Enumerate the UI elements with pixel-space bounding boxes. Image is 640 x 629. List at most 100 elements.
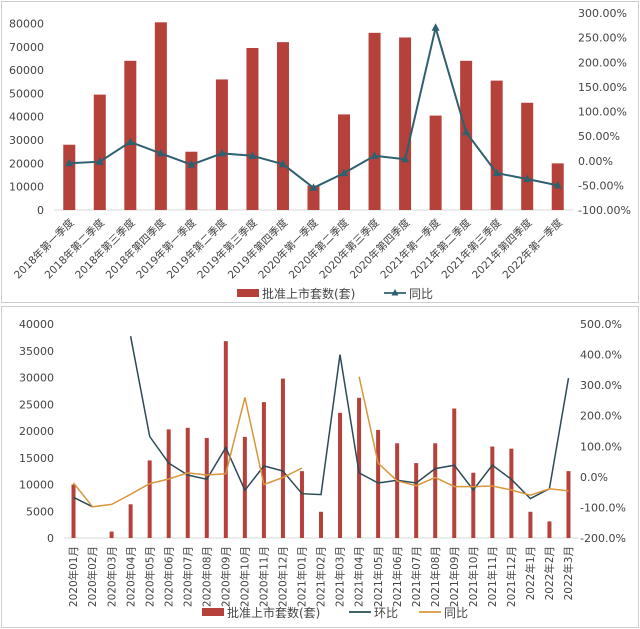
bar — [128, 504, 133, 538]
left-axis-tick-label: 25000 — [19, 398, 54, 411]
bar — [357, 397, 362, 538]
line-series-1 — [72, 376, 569, 508]
bar — [399, 37, 412, 210]
right-axis-tick-label: 400.0% — [580, 349, 622, 362]
line-point-marker — [553, 180, 562, 189]
right-axis-tick-label: -200.0% — [580, 532, 626, 545]
category-label: 2020年12月 — [277, 546, 290, 607]
left-axis-tick-label: 60000 — [9, 64, 44, 77]
left-axis-tick-label: 35000 — [19, 345, 54, 358]
bar — [71, 484, 76, 538]
bar — [395, 443, 400, 538]
right-axis-tick-label: 150.00% — [578, 81, 627, 94]
category-label: 2021年06月 — [391, 546, 404, 607]
category-label: 2022年1月 — [524, 546, 537, 600]
legend-line-label: 同比 — [409, 287, 433, 301]
bar — [414, 463, 419, 538]
line-point-marker — [370, 151, 379, 159]
category-label: 2021年01月 — [296, 546, 309, 607]
legend-bar-swatch — [237, 289, 259, 297]
line-point-marker — [431, 23, 440, 31]
left-axis-tick-label: 80000 — [9, 17, 44, 30]
right-axis-tick-label: 300.00% — [578, 7, 627, 20]
category-label: 2021年09月 — [448, 546, 461, 607]
right-axis-tick-label: 200.0% — [580, 410, 622, 423]
right-axis-tick-label: -100.0% — [580, 501, 626, 514]
bar — [280, 378, 285, 538]
line-series-0 — [69, 23, 558, 189]
line-point-marker — [523, 174, 532, 182]
bar — [109, 531, 114, 538]
line-point-marker — [401, 154, 410, 163]
category-label: 2021年12月 — [505, 546, 518, 607]
bar — [319, 511, 323, 538]
line-point-marker — [217, 148, 226, 157]
bar — [204, 437, 209, 538]
bar — [299, 471, 304, 538]
bar — [528, 511, 533, 538]
line-point-marker — [278, 159, 287, 168]
bar — [261, 402, 266, 538]
left-axis-tick-label: 5000 — [26, 505, 54, 518]
category-label: 2021年02月 — [315, 546, 328, 607]
monthly-chart-panel: 0 5000 10000 15000 20000 25000 30000 35000 40000… — [1, 306, 639, 628]
category-label: 2021年08月 — [429, 546, 442, 607]
line-series-0 — [73, 336, 570, 508]
line-point-marker — [248, 151, 257, 159]
bar — [509, 448, 514, 538]
category-label: 2021年05月 — [372, 546, 385, 607]
line-point-marker — [340, 168, 349, 177]
right-axis-tick-label: 200.00% — [578, 56, 627, 69]
bar — [460, 60, 473, 210]
bar — [276, 42, 289, 210]
category-label: 2020年09月 — [219, 546, 232, 607]
right-axis-tick-label: 300.0% — [580, 379, 622, 392]
category-label: 2020年05月 — [143, 546, 156, 607]
legend-bar-label: 批准上市套数(套) — [227, 605, 320, 620]
bar — [223, 341, 228, 538]
bar — [63, 144, 76, 210]
left-axis-tick-label: 0 — [37, 204, 44, 217]
legend-bar-label: 批准上市套数(套) — [262, 286, 355, 301]
right-axis-tick-label: -50.00% — [578, 179, 624, 192]
quarterly-chart: 0 10000 20000 30000 40000 50000 60000 70000 8000… — [9, 7, 631, 301]
left-axis-tick-label: 70000 — [9, 41, 44, 54]
right-axis-tick-label: 0.0% — [580, 471, 608, 484]
line-point-marker — [65, 158, 74, 167]
bar — [521, 102, 534, 210]
left-axis-tick-label: 20000 — [19, 425, 54, 438]
category-label: 2021年04月 — [353, 546, 366, 607]
bar — [547, 521, 552, 538]
category-label: 2020年07月 — [181, 546, 194, 607]
line-point-marker — [492, 168, 501, 177]
left-axis-tick-label: 40000 — [9, 111, 44, 124]
legend-marker-icon — [391, 289, 399, 296]
line-point-marker — [462, 127, 471, 136]
category-label: 2020年10月 — [239, 546, 252, 607]
bar — [490, 80, 503, 210]
right-axis-tick-label: 250.00% — [578, 32, 627, 45]
bar — [452, 408, 457, 538]
bar — [242, 436, 247, 538]
line-point-marker — [309, 183, 318, 191]
bar — [376, 429, 381, 538]
monthly-chart: 0 5000 10000 15000 20000 25000 30000 35000 40000… — [19, 318, 626, 620]
category-label: 2020年08月 — [200, 546, 213, 607]
left-axis-tick-label: 0 — [47, 532, 54, 545]
bar — [471, 472, 476, 538]
bar — [246, 47, 259, 210]
left-axis-tick-label: 30000 — [19, 372, 54, 385]
category-label: 2021年07月 — [410, 546, 423, 607]
quarterly-chart-panel: 0 10000 20000 30000 40000 50000 60000 70000 8000… — [1, 1, 639, 303]
bar — [368, 32, 381, 211]
line-point-marker — [95, 157, 104, 165]
left-axis-tick-label: 15000 — [19, 452, 54, 465]
right-axis-tick-label: 100.0% — [580, 440, 622, 453]
left-axis-tick-label: 10000 — [19, 479, 54, 492]
right-axis-tick-label: 50.00% — [578, 130, 620, 143]
bar — [338, 114, 351, 210]
line-point-marker — [156, 148, 165, 157]
bar — [215, 79, 228, 210]
left-axis-tick-label: 20000 — [9, 157, 44, 170]
line-point-marker — [187, 160, 196, 168]
